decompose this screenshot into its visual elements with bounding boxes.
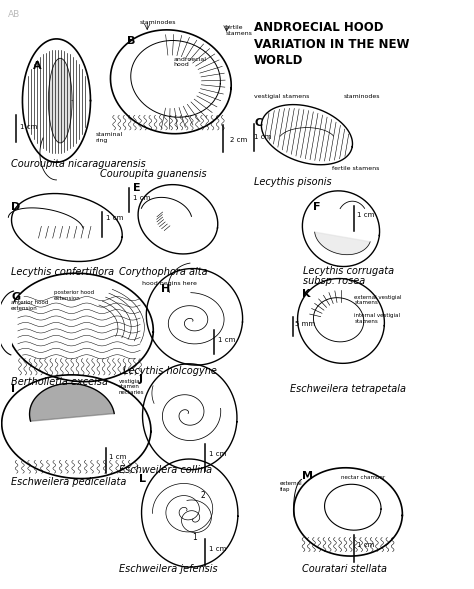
Text: 2: 2	[201, 491, 205, 500]
Text: AB: AB	[8, 9, 20, 18]
Polygon shape	[11, 194, 122, 262]
Text: E: E	[133, 183, 141, 193]
Text: B: B	[128, 36, 136, 46]
Polygon shape	[146, 269, 243, 365]
Text: Lecythis corrugata: Lecythis corrugata	[303, 266, 394, 276]
Text: A: A	[33, 61, 41, 71]
Polygon shape	[325, 484, 381, 530]
Text: nectar chamber: nectar chamber	[341, 475, 385, 480]
Text: 1 cm: 1 cm	[218, 337, 236, 343]
Text: I: I	[11, 384, 15, 394]
Polygon shape	[315, 232, 370, 254]
Text: 1 cm: 1 cm	[209, 451, 226, 457]
Text: 1 cm: 1 cm	[109, 454, 127, 461]
Polygon shape	[22, 39, 91, 163]
Text: 1 cm: 1 cm	[209, 546, 226, 552]
Text: 1 cm: 1 cm	[19, 124, 37, 130]
Text: 1 cm: 1 cm	[357, 212, 374, 219]
Polygon shape	[110, 30, 231, 134]
Polygon shape	[48, 58, 72, 143]
Text: Lecythis confertiflora: Lecythis confertiflora	[11, 267, 114, 277]
Text: Corythophora alta: Corythophora alta	[119, 267, 208, 277]
Polygon shape	[302, 191, 380, 267]
Polygon shape	[313, 297, 364, 342]
Text: Eschweilera jefensis: Eschweilera jefensis	[119, 564, 218, 574]
Text: posterior hood
extension: posterior hood extension	[54, 290, 94, 300]
Text: 2 cm: 2 cm	[230, 137, 247, 143]
Text: ANDROECIAL HOOD
VARIATION IN THE NEW
WORLD: ANDROECIAL HOOD VARIATION IN THE NEW WOR…	[254, 21, 409, 67]
Text: Eschweilera tetrapetala: Eschweilera tetrapetala	[290, 385, 406, 395]
Polygon shape	[294, 468, 402, 556]
Polygon shape	[261, 105, 353, 165]
Text: subsp. rosea: subsp. rosea	[303, 276, 365, 286]
Text: L: L	[139, 474, 146, 484]
Text: androecial
hood: androecial hood	[173, 57, 206, 67]
Text: Couratari stellata: Couratari stellata	[302, 564, 387, 574]
Text: Couroupita nicaraguarensis: Couroupita nicaraguarensis	[11, 160, 146, 170]
Text: Couroupita guanensis: Couroupita guanensis	[100, 170, 207, 179]
Text: 5 mm: 5 mm	[295, 321, 315, 327]
Text: C: C	[255, 118, 263, 128]
Polygon shape	[131, 41, 220, 117]
Text: fertile stamens: fertile stamens	[331, 167, 379, 171]
Text: D: D	[11, 201, 20, 211]
Text: 1 cm: 1 cm	[106, 214, 123, 221]
Text: staminodes: staminodes	[140, 20, 177, 25]
Polygon shape	[142, 459, 238, 567]
Text: F: F	[313, 201, 320, 211]
Text: 1: 1	[192, 533, 197, 542]
Polygon shape	[138, 184, 218, 254]
Polygon shape	[143, 364, 237, 469]
Text: external
flap: external flap	[280, 481, 302, 492]
Text: Lecythis holcogyne: Lecythis holcogyne	[123, 366, 217, 376]
Text: G: G	[11, 292, 20, 302]
Text: Lecythis pisonis: Lecythis pisonis	[254, 177, 331, 187]
Text: 1 cm: 1 cm	[357, 542, 374, 548]
Text: M: M	[302, 471, 313, 481]
Text: external vestigial
stamens: external vestigial stamens	[354, 294, 401, 305]
Polygon shape	[298, 279, 384, 363]
Text: vestigial stamens: vestigial stamens	[254, 94, 309, 98]
Text: J: J	[139, 374, 143, 384]
Text: H: H	[161, 284, 171, 294]
Text: internal vestigial
stamens: internal vestigial stamens	[354, 313, 400, 324]
Polygon shape	[29, 383, 114, 421]
Polygon shape	[2, 375, 151, 479]
Text: 1 cm: 1 cm	[133, 194, 150, 201]
Polygon shape	[7, 273, 153, 382]
Text: Eschweilera collina: Eschweilera collina	[119, 465, 212, 475]
Text: staminal
ring: staminal ring	[95, 133, 122, 143]
Text: Eschweilera pedicellata: Eschweilera pedicellata	[11, 477, 127, 487]
Text: anterior hood
extension: anterior hood extension	[11, 300, 48, 311]
Text: Bertholletia excelsa: Bertholletia excelsa	[11, 377, 108, 387]
Text: K: K	[302, 289, 311, 299]
Text: fertile
stamens: fertile stamens	[225, 25, 252, 36]
Polygon shape	[0, 291, 13, 355]
Text: 1 cm: 1 cm	[254, 134, 272, 140]
Text: hood begins here: hood begins here	[143, 281, 197, 286]
Text: staminodes: staminodes	[344, 94, 380, 98]
Text: vestigial
stamen
nectaries: vestigial stamen nectaries	[119, 379, 145, 395]
